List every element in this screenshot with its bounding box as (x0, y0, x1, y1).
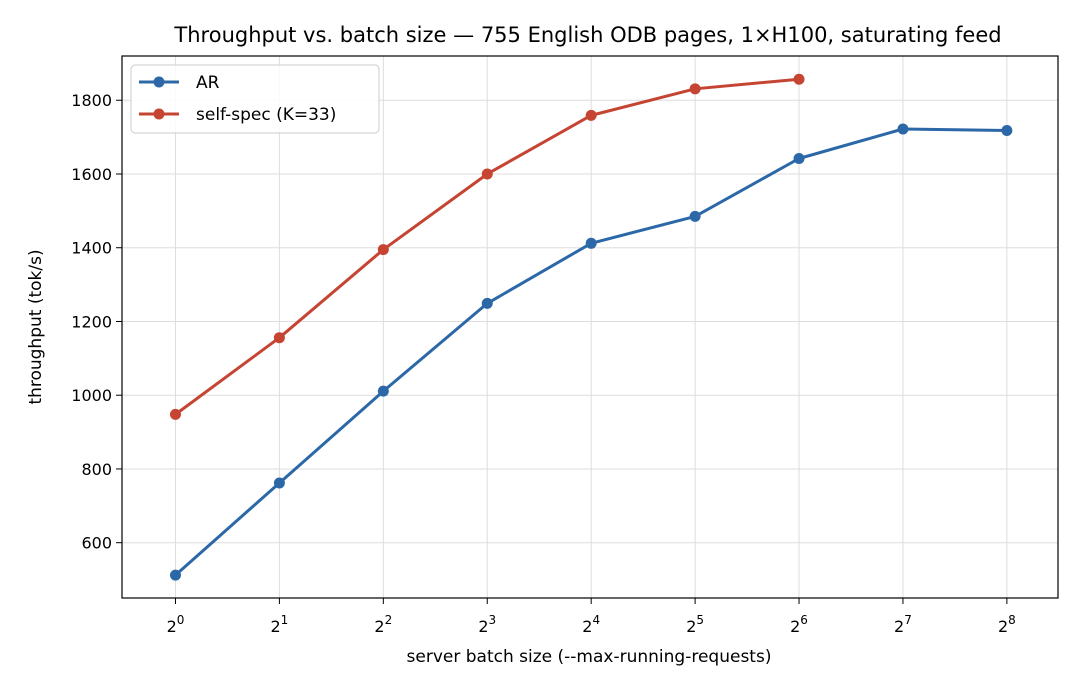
data-point (1001, 124, 1013, 136)
legend: AR self-spec (K=33) (130, 64, 380, 134)
data-point (585, 109, 597, 121)
data-point (377, 244, 389, 256)
legend-box (130, 64, 380, 134)
data-point (585, 237, 597, 249)
legend-label: AR (196, 73, 220, 93)
data-point (793, 73, 805, 85)
data-point (169, 408, 181, 420)
y-tick-label: 1200 (71, 312, 112, 331)
x-tick-exponent: 7 (904, 613, 912, 627)
y-tick-label: 600 (81, 534, 112, 553)
data-point (897, 123, 909, 135)
x-axis-label: server batch size (--max-running-request… (407, 647, 772, 667)
x-tick-base: 2 (686, 617, 696, 636)
x-tick-base: 2 (374, 617, 384, 636)
x-tick-base: 2 (167, 617, 177, 636)
data-point (689, 83, 701, 95)
x-tick-exponent: 4 (592, 613, 600, 627)
x-tick-label: 21 (270, 613, 288, 636)
y-tick-label: 800 (81, 460, 112, 479)
x-tick-exponent: 8 (1008, 613, 1016, 627)
x-tick-base: 2 (790, 617, 800, 636)
x-tick-exponent: 3 (489, 613, 497, 627)
series-layer (169, 73, 1013, 581)
x-tick-label: 22 (374, 613, 392, 636)
y-tick-label: 1600 (71, 165, 112, 184)
x-tick-base: 2 (998, 617, 1008, 636)
x-axis-ticks: 20 21 22 23 24 25 26 27 28 (167, 598, 1016, 636)
data-point (273, 477, 285, 489)
x-tick-exponent: 2 (385, 613, 393, 627)
y-axis-ticks: 600 800 1000 1200 1400 1600 1800 (71, 91, 122, 553)
data-point (377, 385, 389, 397)
data-point (793, 153, 805, 165)
x-tick-label: 26 (790, 613, 808, 636)
x-tick-label: 25 (686, 613, 704, 636)
y-axis-label: throughput (tok/s) (26, 249, 46, 404)
x-tick-base: 2 (478, 617, 488, 636)
plot-frame (121, 55, 1059, 599)
x-tick-label: 24 (582, 613, 600, 636)
x-tick-exponent: 5 (696, 613, 704, 627)
data-point (481, 297, 493, 309)
legend-marker (153, 76, 165, 88)
x-tick-label: 27 (894, 613, 912, 636)
legend-marker (153, 108, 165, 120)
x-tick-label: 23 (478, 613, 496, 636)
y-tick-label: 1000 (71, 386, 112, 405)
x-tick-base: 2 (894, 617, 904, 636)
chart-title: Throughput vs. batch size — 755 English … (173, 23, 1001, 47)
x-tick-base: 2 (582, 617, 592, 636)
data-point (481, 168, 493, 180)
x-tick-label: 28 (998, 613, 1016, 636)
x-tick-base: 2 (270, 617, 280, 636)
x-tick-label: 20 (167, 613, 185, 636)
x-tick-exponent: 0 (177, 613, 185, 627)
legend-item: self-spec (K=33) (139, 105, 336, 125)
series-0 (169, 123, 1013, 581)
data-point (169, 569, 181, 581)
legend-item: AR (139, 73, 220, 93)
legend-label: self-spec (K=33) (196, 105, 336, 125)
data-point (689, 210, 701, 222)
data-point (273, 332, 285, 344)
series-1 (169, 73, 805, 420)
x-tick-exponent: 1 (281, 613, 289, 627)
y-tick-label: 1800 (71, 91, 112, 110)
y-tick-label: 1400 (71, 239, 112, 258)
x-tick-exponent: 6 (800, 613, 808, 627)
